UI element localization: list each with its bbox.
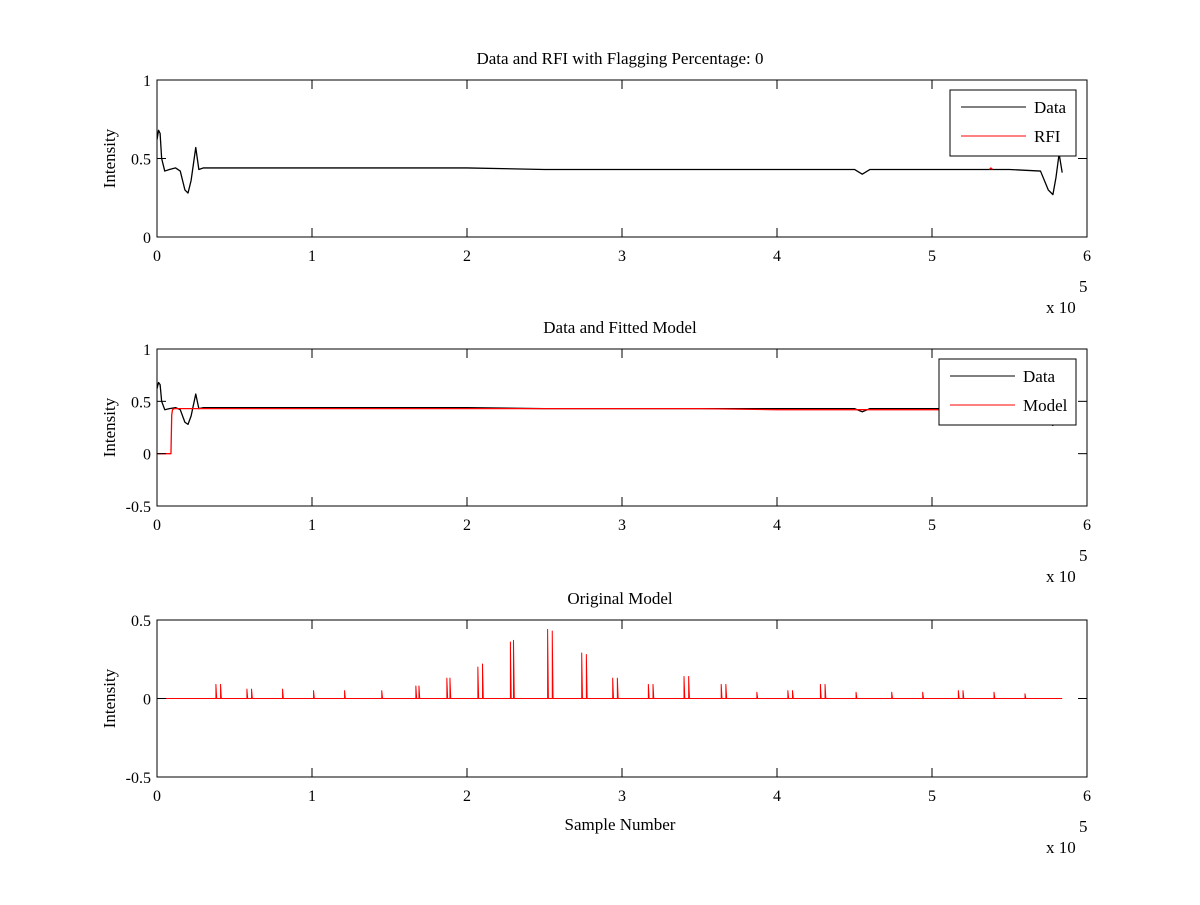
x-tick-label: 0 (153, 248, 161, 265)
chart-title: Original Model (567, 589, 673, 608)
chart-title: Data and Fitted Model (543, 318, 697, 337)
x-tick-label: 4 (773, 517, 781, 534)
legend-label-data: Data (1023, 367, 1056, 386)
series-line-model (157, 628, 1063, 699)
y-tick-label: 0 (143, 230, 151, 247)
y-axis-label: Intensity (100, 128, 119, 188)
x-tick-label: 2 (463, 517, 471, 534)
x-axis-label: Sample Number (565, 815, 676, 834)
series-line-data (157, 129, 1063, 196)
x-tick-label: 1 (308, 788, 316, 805)
y-axis-label: Intensity (100, 397, 119, 457)
x-multiplier-exponent: 5 (1079, 546, 1088, 565)
x-tick-label: 5 (928, 788, 936, 805)
x-tick-label: 6 (1083, 788, 1091, 805)
x-tick-label: 0 (153, 517, 161, 534)
x-tick-label: 6 (1083, 517, 1091, 534)
x-tick-label: 1 (308, 248, 316, 265)
series-line-model (157, 408, 1063, 455)
y-tick-label: 1 (143, 73, 151, 90)
y-tick-label: 0 (143, 447, 151, 464)
y-tick-label: 0 (143, 692, 151, 709)
y-tick-label: 0.5 (131, 152, 151, 169)
x-multiplier-exponent: 5 (1079, 817, 1088, 836)
series-group (157, 381, 1063, 455)
x-tick-label: 3 (618, 517, 626, 534)
legend-box (949, 89, 1077, 157)
y-tick-label: 0.5 (131, 394, 151, 411)
x-tick-label: 0 (153, 788, 161, 805)
legend: Data Model (938, 358, 1077, 426)
y-tick-label: -0.5 (126, 499, 151, 516)
x-tick-label: 2 (463, 788, 471, 805)
x-multiplier-base: x 10 (1046, 298, 1076, 317)
legend-label-model: Model (1023, 396, 1068, 415)
x-tick-label: 2 (463, 248, 471, 265)
y-tick-label: 0.5 (131, 613, 151, 630)
x-tick-label: 4 (773, 788, 781, 805)
x-tick-label: 5 (928, 248, 936, 265)
x-multiplier-base: x 10 (1046, 567, 1076, 586)
series-group (157, 628, 1063, 699)
y-tick-label: -0.5 (126, 770, 151, 787)
legend-label-data: Data (1034, 98, 1067, 117)
x-tick-label: 3 (618, 248, 626, 265)
x-tick-label: 6 (1083, 248, 1091, 265)
series-line-data (157, 381, 1063, 427)
x-tick-label: 3 (618, 788, 626, 805)
chart-title: Data and RFI with Flagging Percentage: 0 (476, 49, 763, 68)
subplot-1: 0 1 2 3 4 5 6 0 0.5 1 Data and RFI with Flagging P… (100, 49, 1091, 317)
x-multiplier-exponent: 5 (1079, 277, 1088, 296)
legend-label-rfi: RFI (1034, 127, 1061, 146)
x-tick-label: 1 (308, 517, 316, 534)
axes-box (156, 79, 1088, 238)
series-group (157, 129, 1063, 196)
y-tick-label: 1 (143, 342, 151, 359)
series-line-rfi (988, 167, 993, 170)
x-tick-label: 5 (928, 517, 936, 534)
x-multiplier-base: x 10 (1046, 838, 1076, 857)
legend: Data RFI (949, 89, 1077, 157)
y-axis-label: Intensity (100, 668, 119, 728)
x-tick-label: 4 (773, 248, 781, 265)
legend-box (938, 358, 1077, 426)
